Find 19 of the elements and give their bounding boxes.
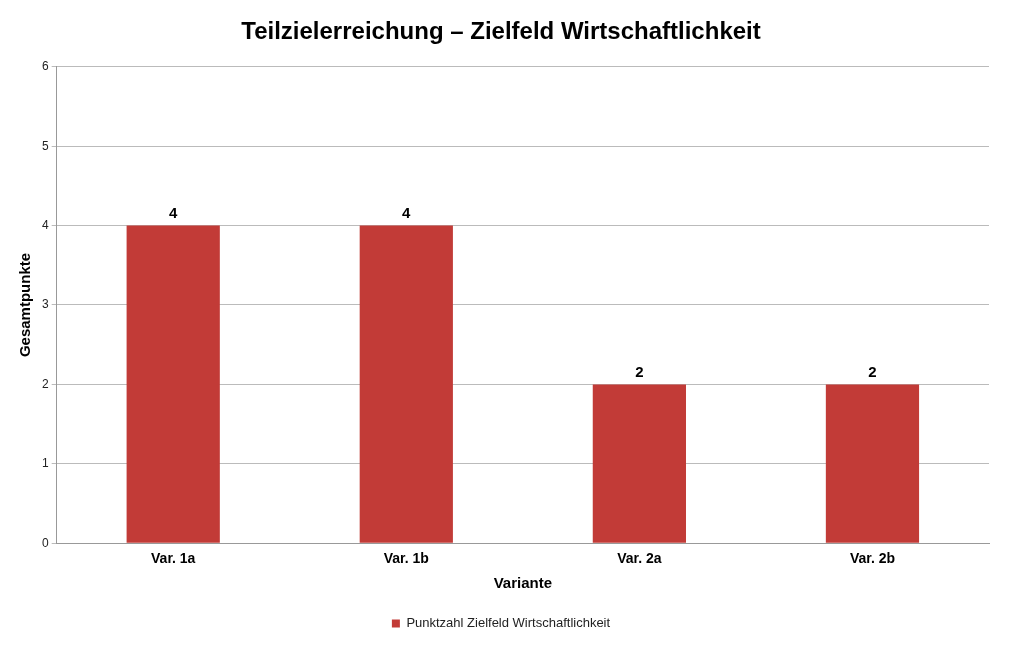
- y-tick-label: 3: [41, 297, 49, 312]
- y-tick-label: 5: [41, 138, 49, 153]
- chart-title: Teilzielerreichung – Zielfeld Wirtschaftlichkeit: [241, 17, 761, 45]
- x-axis-title: Variante: [493, 574, 553, 592]
- x-tick-label: Var. 2a: [617, 550, 662, 567]
- y-tick-label: 6: [41, 59, 49, 74]
- data-label: 2: [868, 363, 877, 381]
- y-tick-label: 2: [41, 376, 49, 391]
- data-label: 2: [635, 363, 644, 381]
- legend-label: Punktzahl Zielfeld Wirtschaftlichkeit: [406, 615, 611, 631]
- x-tick-label: Var. 1b: [383, 550, 429, 567]
- x-tick-label: Var. 2b: [849, 550, 896, 567]
- x-tick-label: Var. 1a: [151, 550, 196, 567]
- y-tick-label: 1: [41, 456, 49, 471]
- y-tick-label: 0: [41, 535, 49, 550]
- data-label: 4: [402, 204, 412, 222]
- y-axis-title: Gesamtpunkte: [16, 252, 34, 358]
- data-label: 4: [169, 204, 179, 222]
- y-tick-label: 4: [41, 217, 49, 232]
